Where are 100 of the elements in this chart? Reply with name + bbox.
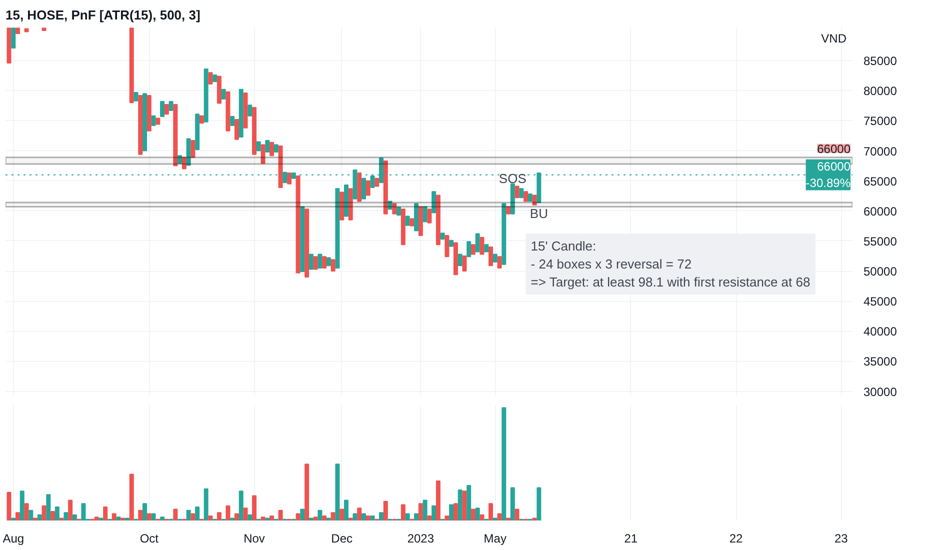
bar: [98, 518, 104, 520]
bar: [335, 464, 340, 520]
bar: [308, 518, 314, 520]
bar: [208, 515, 213, 520]
bar: [248, 104, 252, 116]
bar: [238, 490, 244, 520]
y-tick-label: 40000: [864, 324, 898, 339]
bar: [462, 490, 467, 520]
bar: [366, 515, 370, 520]
bar: [418, 206, 423, 236]
bar: [488, 246, 494, 266]
bar: [436, 194, 440, 246]
y-tick-label: 85000: [864, 54, 898, 68]
bar: [484, 244, 489, 252]
bar: [160, 516, 165, 520]
bar: [322, 256, 327, 269]
bar: [318, 254, 322, 269]
bar: [160, 100, 165, 117]
bar: [168, 100, 174, 111]
bar: [164, 104, 169, 115]
bar: [278, 145, 283, 188]
bar: [400, 504, 406, 520]
bar: [72, 514, 77, 520]
bar: [304, 208, 310, 278]
y-axis-title: VND: [821, 32, 847, 46]
bar: [287, 172, 292, 184]
x-tick-label: 23: [834, 532, 848, 546]
bar: [308, 254, 314, 270]
bar: [50, 510, 56, 520]
annotation: SOS: [498, 170, 527, 186]
bar: [226, 91, 230, 132]
bar: [470, 508, 476, 520]
bar: [81, 503, 86, 520]
bar: [502, 203, 506, 265]
bar: [151, 115, 156, 126]
bar: [173, 104, 178, 166]
bar: [366, 180, 370, 196]
bar: [466, 241, 472, 258]
bar: [400, 208, 406, 246]
bar: [422, 206, 428, 222]
bar: [116, 516, 121, 520]
bar: [444, 235, 450, 258]
bar: [20, 490, 24, 520]
bar: [248, 514, 252, 520]
bar: [330, 512, 336, 520]
bar: [383, 160, 388, 214]
bar: [204, 68, 208, 122]
bar: [230, 518, 235, 520]
bar: [54, 506, 60, 520]
bar: [270, 142, 274, 156]
bar: [322, 515, 327, 520]
bar: [444, 515, 450, 520]
bar: [134, 92, 138, 102]
bar: [46, 494, 51, 520]
ref-line-label: 66000 -30.89%: [806, 159, 851, 190]
y-tick-label: 65000: [864, 174, 898, 188]
bar: [195, 506, 200, 520]
bar: [374, 178, 380, 187]
y-tick-label: 30000: [864, 384, 898, 399]
bar: [195, 114, 200, 150]
bar: [488, 503, 494, 520]
bar: [405, 216, 410, 226]
bar: [94, 516, 99, 520]
bar: [502, 407, 506, 520]
bar: [514, 186, 520, 198]
bar: [300, 206, 305, 272]
bar: [436, 480, 440, 520]
bar: [199, 115, 204, 124]
bar: [352, 513, 358, 520]
bar: [190, 513, 196, 520]
bar: [458, 490, 462, 520]
bar: [475, 233, 480, 252]
bar: [24, 503, 29, 520]
bar: [313, 256, 318, 270]
x-tick-label: Aug: [2, 532, 24, 546]
bar: [396, 206, 402, 216]
bar: [528, 194, 532, 202]
bar: [414, 203, 419, 232]
bar: [475, 508, 480, 520]
bar: [357, 172, 362, 202]
bar: [330, 259, 336, 272]
bar: [536, 487, 542, 520]
bar: [243, 92, 248, 128]
bar: [340, 508, 344, 520]
y-tick-label: 80000: [864, 84, 898, 98]
bar: [462, 255, 467, 272]
y-tick-label: 60000: [864, 204, 898, 218]
bar: [125, 518, 130, 520]
bar: [318, 510, 322, 520]
bar: [506, 206, 511, 214]
bar: [414, 513, 419, 520]
bar: [532, 194, 537, 206]
x-tick-label: May: [484, 532, 506, 546]
bar: [361, 178, 366, 200]
bar: [129, 28, 134, 104]
bar: [16, 28, 20, 34]
bar: [208, 72, 213, 85]
bar: [120, 518, 126, 520]
bar: [348, 518, 353, 520]
y-tick-label: 55000: [864, 234, 898, 248]
